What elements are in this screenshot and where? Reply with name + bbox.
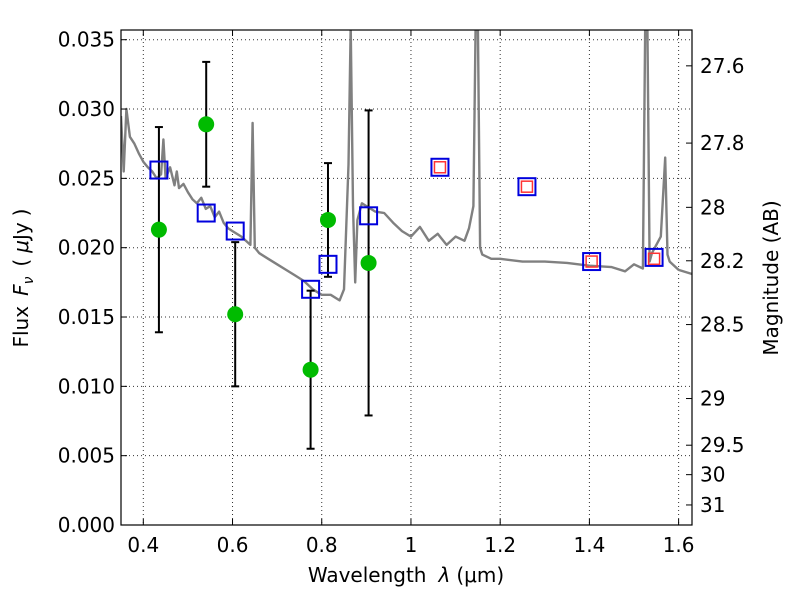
y2-tick-label: 27.8 xyxy=(700,131,745,155)
y2-tick-label: 29.5 xyxy=(700,433,745,457)
x-tick-label: 1 xyxy=(405,533,418,557)
model-photometry-square xyxy=(582,252,602,272)
observed-photometry-layer xyxy=(150,116,377,378)
predicted-photometry-square xyxy=(520,180,534,193)
model-photometry-square xyxy=(149,160,169,180)
model-photometry-square xyxy=(359,206,379,226)
model-photometry-square xyxy=(644,247,664,267)
y2-tick-label: 31 xyxy=(700,493,725,517)
predicted-photometry-square xyxy=(647,252,661,266)
model-photometry-square xyxy=(517,177,537,197)
y-tick-label: 0.000 xyxy=(58,513,115,537)
y2-axis-label: Magnitude (AB) xyxy=(759,200,783,355)
x-tick-label: 0.4 xyxy=(127,533,159,557)
y2-tick-label: 28.5 xyxy=(700,313,745,337)
x-tick-label: 1.2 xyxy=(484,533,516,557)
model-photometry-square xyxy=(318,254,338,274)
y2-tick-label: 30 xyxy=(700,463,725,487)
model-photometry-square xyxy=(196,203,216,223)
y-tick-label: 0.035 xyxy=(58,28,115,52)
grid xyxy=(121,30,692,525)
y-tick-label: 0.030 xyxy=(58,97,115,121)
observed-flux-point xyxy=(227,306,244,323)
y2-tick-label: 28.2 xyxy=(700,249,745,273)
x-axis-label: Wavelength λ (μm) xyxy=(308,563,504,587)
y2-tick-label: 27.6 xyxy=(700,54,745,78)
plot-area xyxy=(121,30,692,450)
x-axis-ticks: 0.4 0.6 0.8 1 1.2 1.4 1.6 xyxy=(127,30,695,557)
x-tick-label: 1.6 xyxy=(663,533,695,557)
y-tick-label: 0.025 xyxy=(58,166,115,190)
y-tick-label: 0.010 xyxy=(58,374,115,398)
x-tick-label: 1.4 xyxy=(573,533,605,557)
y2-tick-label: 28 xyxy=(700,195,725,219)
model-photometry-square xyxy=(430,157,450,177)
plot-frame xyxy=(120,29,693,526)
predicted-photometry-square xyxy=(433,161,447,174)
model-photometry-square xyxy=(225,221,245,241)
model-photometry-layer xyxy=(149,157,664,299)
observed-flux-point xyxy=(360,254,377,271)
y-tick-label: 0.020 xyxy=(58,236,115,260)
y-axis-ticks: 0.000 0.005 0.010 0.015 0.020 0.025 0.030 0.035 xyxy=(58,28,127,537)
observed-flux-point xyxy=(198,116,215,133)
y2-tick-label: 29 xyxy=(700,387,725,411)
model-photometry-square xyxy=(301,279,321,299)
y-tick-label: 0.015 xyxy=(58,305,115,329)
spectrum-layer xyxy=(121,30,692,302)
y-axis-label: FluxFν(μJy) xyxy=(9,208,37,347)
y-tick-label: 0.005 xyxy=(58,444,115,468)
model-spectrum-line xyxy=(121,30,692,302)
observed-flux-point xyxy=(302,361,319,378)
observed-flux-point xyxy=(150,221,167,238)
predicted-photometry-square xyxy=(585,255,598,268)
x-tick-label: 0.6 xyxy=(217,533,249,557)
observed-flux-point xyxy=(319,211,336,228)
y2-axis-ticks: 27.6 27.8 28 28.2 28.5 29 29.5 30 31 xyxy=(686,54,745,517)
x-tick-label: 0.8 xyxy=(306,533,338,557)
